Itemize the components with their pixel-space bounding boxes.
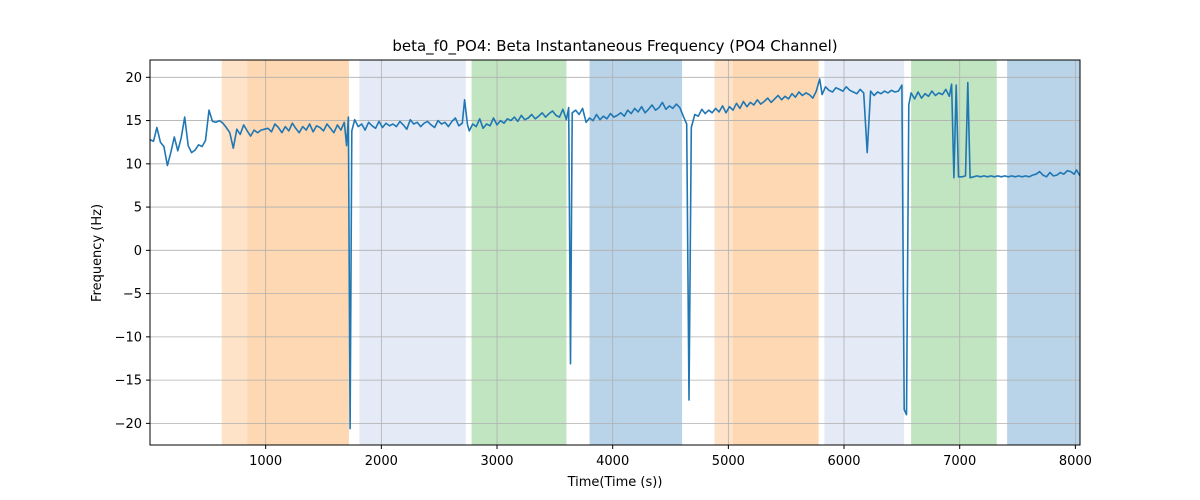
y-tick-label: −10 [115, 330, 142, 345]
y-axis-label: Frequency (Hz) [90, 204, 105, 302]
x-tick-label: 7000 [943, 454, 976, 469]
x-tick-label: 4000 [596, 454, 629, 469]
y-tick-label: −20 [115, 417, 142, 432]
plot-frame [149, 59, 1081, 446]
x-tick-label: 2000 [365, 454, 398, 469]
highlight-band-6 [714, 60, 733, 445]
y-tick-label: 0 [134, 244, 142, 259]
y-tick-label: −15 [115, 374, 142, 389]
grid-lines [150, 60, 1080, 445]
x-axis-label: Time(Time (s)) [567, 475, 663, 490]
highlight-bands [221, 60, 1080, 445]
y-tick-label: 15 [125, 114, 142, 129]
y-tick-label: 10 [125, 157, 142, 172]
x-tick-label: 6000 [827, 454, 860, 469]
highlight-band-10 [1007, 60, 1080, 445]
chart-title: beta_f0_PO4: Beta Instantaneous Frequenc… [392, 37, 837, 56]
highlight-band-7 [732, 60, 819, 445]
highlight-band-2 [247, 60, 349, 445]
series-layer [149, 78, 1081, 430]
x-axis-ticks: 1000 2000 3000 4000 5000 6000 7000 8000 [249, 445, 1092, 469]
x-tick-label: 1000 [249, 454, 282, 469]
x-tick-label: 3000 [480, 454, 513, 469]
highlight-band-9 [911, 60, 997, 445]
highlight-band-4 [471, 60, 567, 445]
highlight-band-5 [589, 60, 683, 445]
y-axis-ticks: −20 −15 −10 −5 0 5 10 15 20 [115, 71, 150, 432]
series-line-1 [149, 78, 1081, 430]
highlight-band-1 [221, 60, 248, 445]
highlight-band-8 [824, 60, 905, 445]
x-tick-label: 5000 [712, 454, 745, 469]
y-tick-label: 20 [125, 71, 142, 86]
x-tick-label: 8000 [1059, 454, 1092, 469]
y-tick-label: −5 [123, 287, 142, 302]
highlight-band-3 [359, 60, 466, 445]
y-tick-label: 5 [134, 201, 142, 216]
